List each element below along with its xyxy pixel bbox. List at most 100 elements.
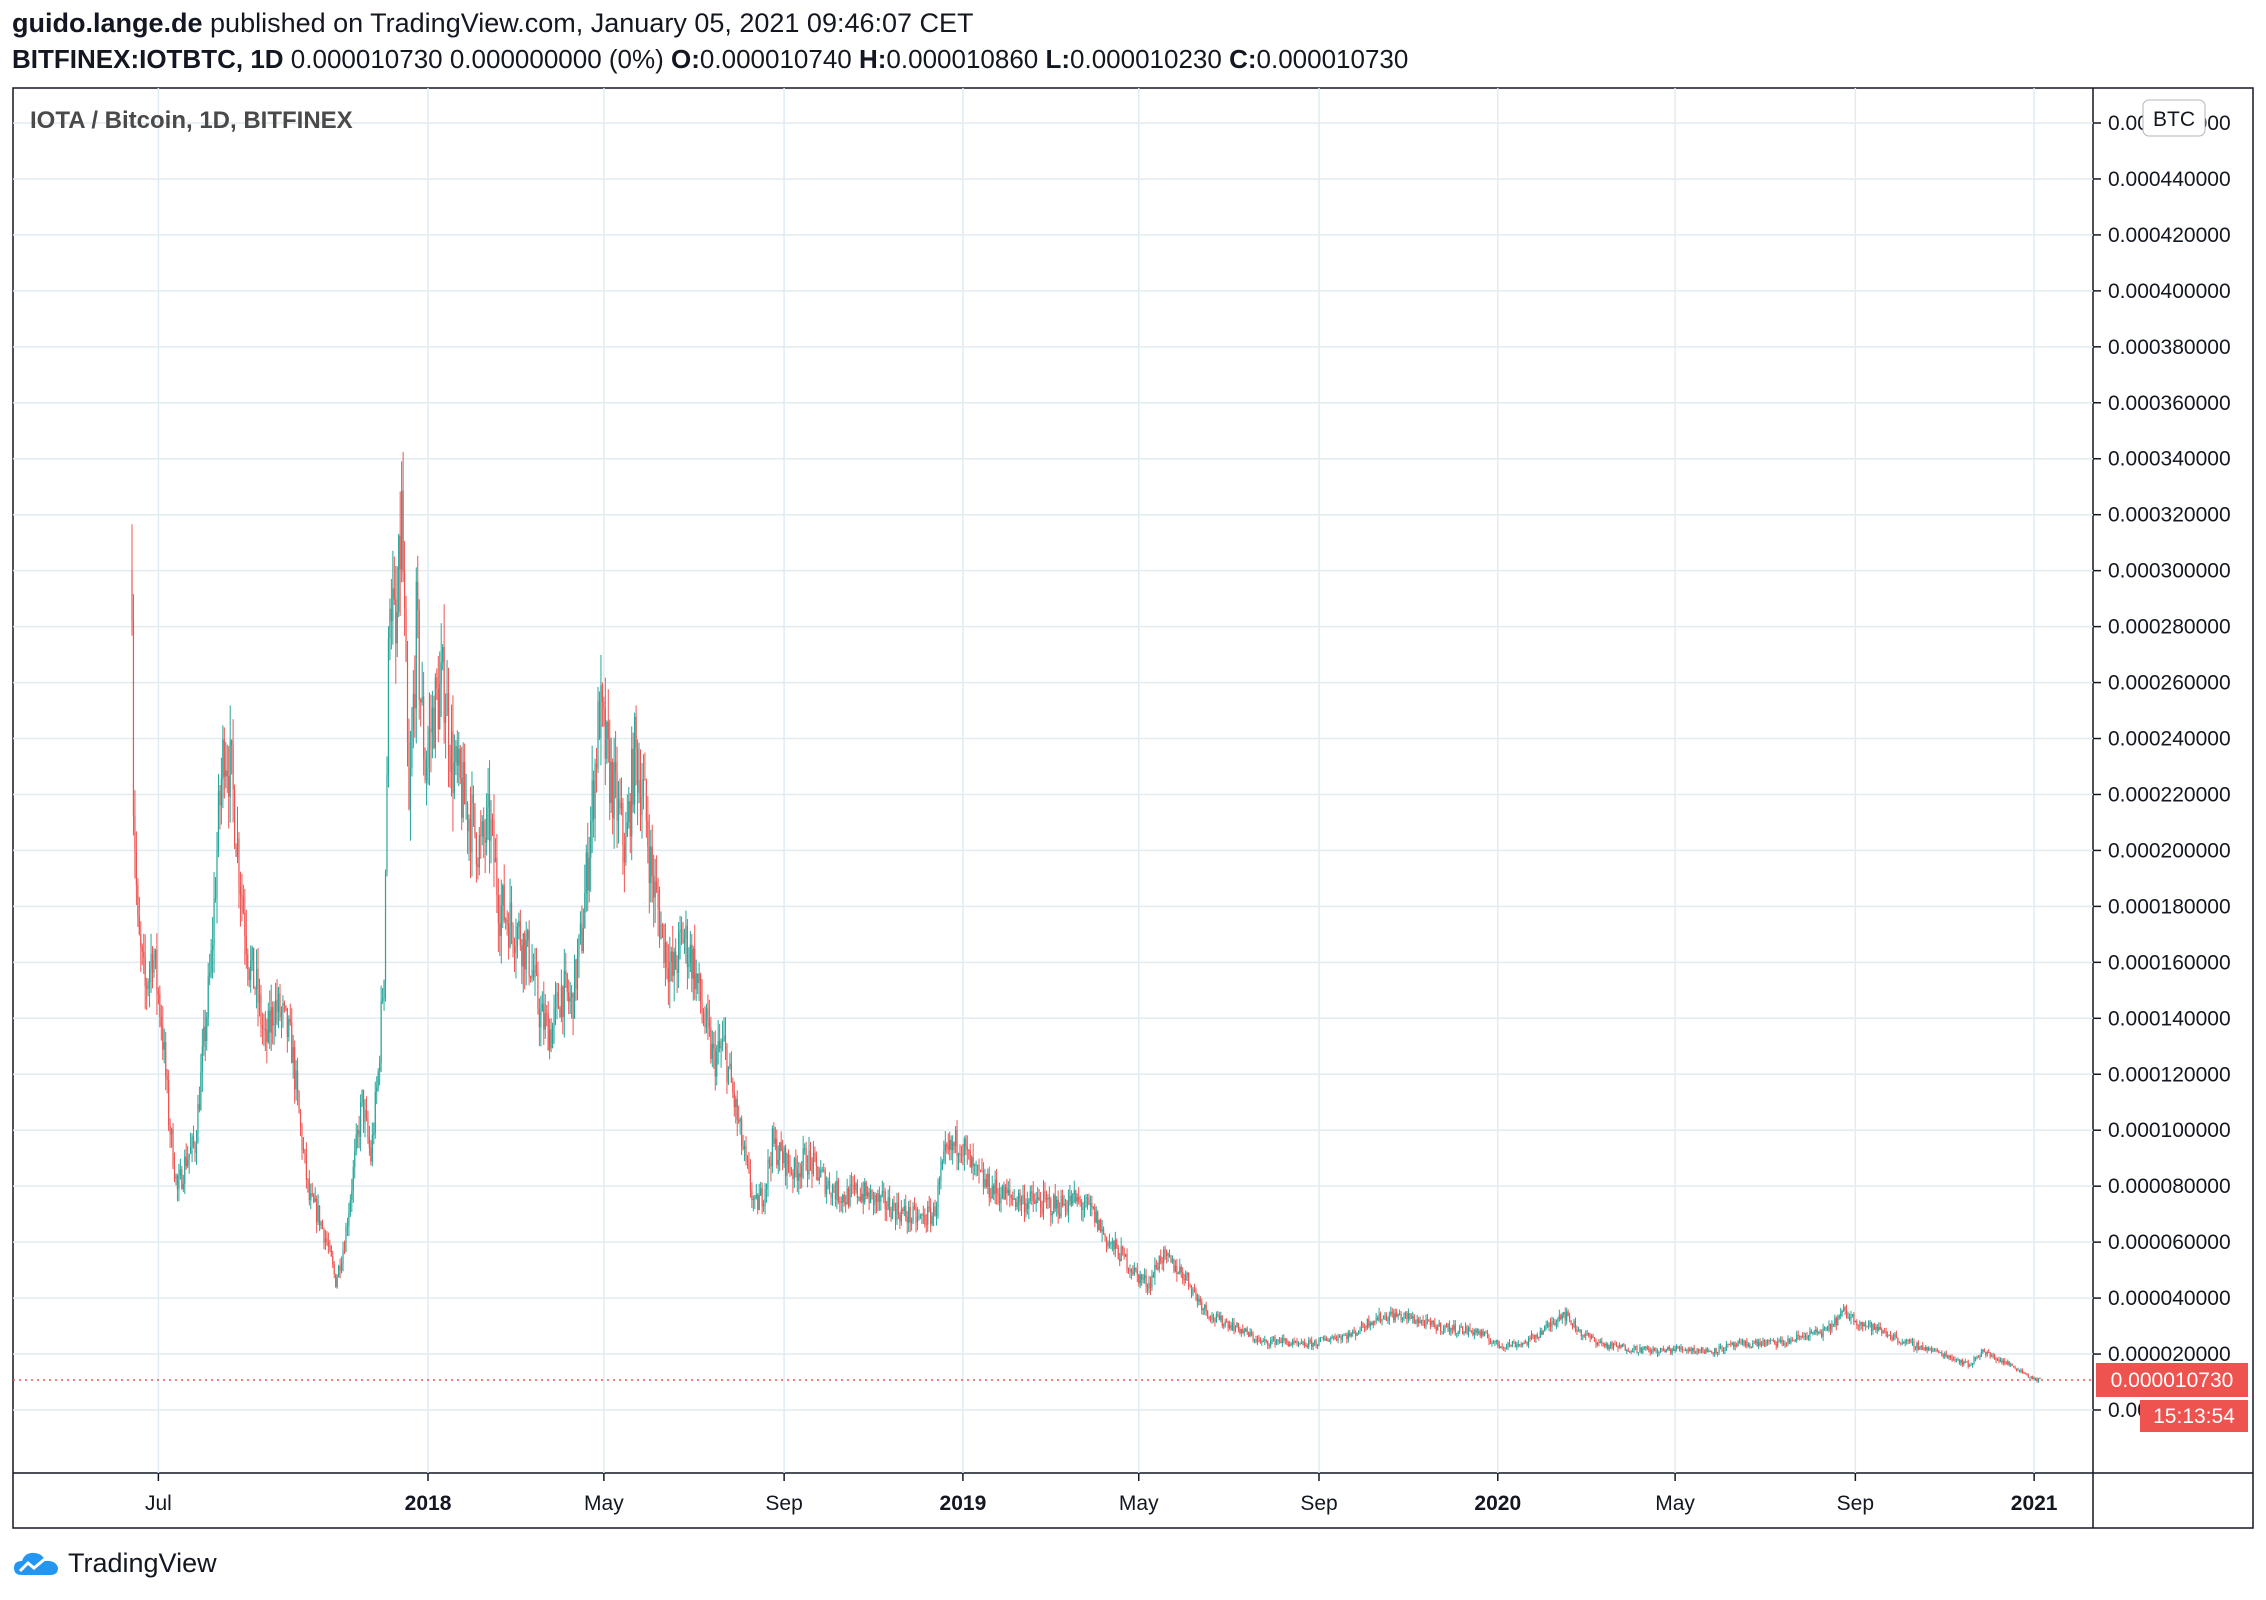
candle-body <box>1724 1350 1726 1351</box>
candle-body <box>529 976 532 979</box>
candle-body <box>644 778 646 781</box>
candle-body <box>255 968 258 990</box>
candle-body <box>1596 1342 1599 1345</box>
candle-body <box>2023 1372 2025 1374</box>
candle-body <box>1703 1352 1706 1354</box>
candle-body <box>1337 1336 1339 1341</box>
candle-body <box>867 1192 869 1197</box>
tradingview-cloud-icon <box>14 1552 58 1575</box>
candle-body <box>288 1019 290 1037</box>
candle-body <box>327 1241 329 1247</box>
candle-body <box>540 1011 542 1028</box>
candle-body <box>1377 1317 1379 1321</box>
candle-body <box>878 1193 880 1202</box>
candle-body <box>1889 1335 1892 1337</box>
candle-body <box>1385 1315 1388 1321</box>
candle-body <box>376 1087 378 1092</box>
candle-body <box>988 1173 990 1198</box>
candle-body <box>1876 1326 1878 1331</box>
candle-body <box>1736 1344 1738 1347</box>
currency-badge-box[interactable] <box>2142 99 2206 137</box>
candle-body <box>1488 1337 1490 1342</box>
candle-body <box>1464 1326 1467 1332</box>
candle-body <box>1190 1286 1193 1295</box>
candle-body <box>163 1042 165 1050</box>
candle-body <box>216 850 218 898</box>
tradingview-brand[interactable]: TradingView <box>12 1548 217 1579</box>
candle-body <box>1334 1336 1336 1340</box>
candle-body <box>1794 1340 1796 1342</box>
candle-body <box>1160 1256 1162 1262</box>
candle-body <box>1182 1272 1184 1280</box>
candle-body <box>1102 1228 1105 1235</box>
candle-body <box>1399 1314 1401 1315</box>
candle-body <box>752 1199 754 1201</box>
candle-body <box>1841 1310 1843 1313</box>
candle-body <box>950 1139 952 1151</box>
candle-body <box>1431 1320 1433 1326</box>
candle-body <box>324 1238 327 1243</box>
candle-body <box>790 1172 793 1174</box>
candle-body <box>587 852 589 891</box>
candle-body <box>1378 1313 1380 1321</box>
x-tick-label: May <box>1119 1492 1159 1515</box>
candle-body <box>330 1246 332 1257</box>
candle-body <box>755 1194 757 1198</box>
candle-body <box>1847 1317 1849 1318</box>
candle-body <box>1746 1340 1748 1346</box>
candle-body <box>254 988 256 990</box>
candle-body <box>169 1125 171 1135</box>
candle-body <box>880 1195 882 1202</box>
candle-body <box>1094 1206 1096 1223</box>
candle-body <box>1634 1346 1637 1347</box>
candle-body <box>499 923 501 936</box>
candle-body <box>631 748 633 837</box>
candle-body <box>551 1024 554 1048</box>
y-tick-label: 0.000320000 <box>2108 504 2231 527</box>
candle-body <box>1639 1347 1641 1353</box>
candle-body <box>721 1040 724 1047</box>
candle-body <box>802 1148 804 1166</box>
candle-body <box>727 1066 730 1083</box>
candle-body <box>1706 1349 1708 1352</box>
candle-body <box>985 1179 987 1187</box>
candle-body <box>1863 1323 1865 1327</box>
candle-body <box>893 1202 895 1208</box>
candle-body <box>743 1146 746 1150</box>
candle-body <box>735 1098 737 1108</box>
candle-body <box>1330 1337 1332 1341</box>
candle-body <box>1281 1338 1283 1344</box>
candle-body <box>760 1188 762 1196</box>
candle-body <box>480 835 482 837</box>
candle-body <box>1998 1359 2000 1362</box>
candle-body <box>1283 1338 1285 1341</box>
candle-body <box>859 1197 861 1201</box>
candle-body <box>1012 1197 1014 1200</box>
candle-body <box>1598 1342 1600 1343</box>
candle-body <box>153 959 155 973</box>
candle-body <box>1158 1256 1160 1270</box>
candle-body <box>1152 1275 1155 1278</box>
candle-body <box>1884 1331 1886 1333</box>
candle-body <box>1037 1197 1039 1200</box>
candle-body <box>415 581 417 709</box>
candle-body <box>535 965 538 973</box>
candle-body <box>779 1142 781 1160</box>
y-tick-label: 0.000240000 <box>2108 728 2231 751</box>
candle-body <box>1901 1342 1903 1344</box>
candle-body <box>1668 1346 1670 1350</box>
candle-body <box>1717 1352 1719 1354</box>
candle-body <box>1434 1322 1436 1327</box>
candle-body <box>1356 1332 1358 1336</box>
candle-body <box>1983 1349 1985 1353</box>
candle-body <box>550 1029 552 1048</box>
candle-body <box>172 1129 174 1167</box>
author-name[interactable]: guido.lange.de <box>12 8 203 38</box>
candle-body <box>891 1202 894 1219</box>
candle-body <box>710 1027 712 1059</box>
candle-body <box>1447 1324 1449 1328</box>
candle-body <box>1407 1313 1409 1320</box>
candle-body <box>280 1011 283 1017</box>
candle-body <box>1001 1185 1004 1198</box>
